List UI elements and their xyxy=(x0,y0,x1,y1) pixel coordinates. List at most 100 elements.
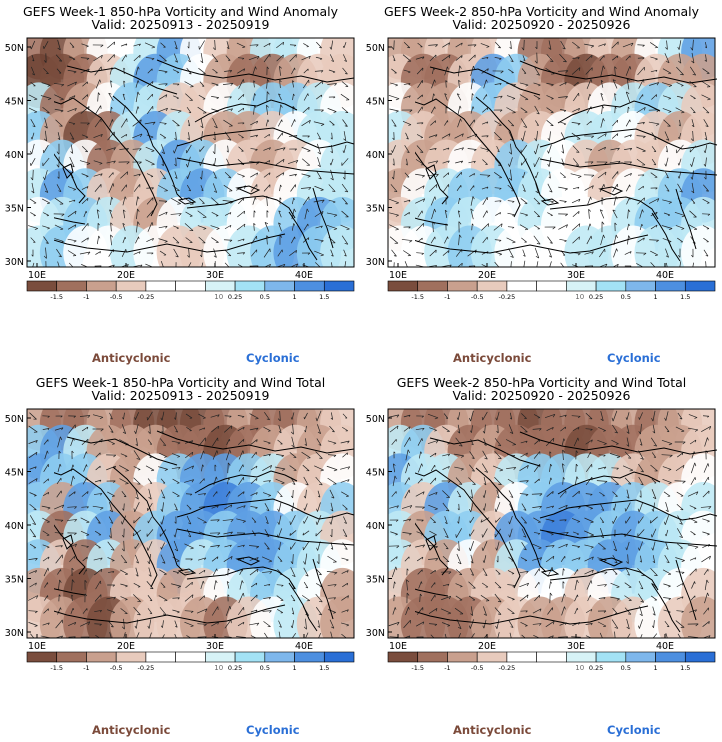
colorbar-scale-label: 10 xyxy=(575,293,584,301)
longitude-tick-label: 20E xyxy=(478,270,496,281)
colorbar-swatch xyxy=(595,280,627,292)
colorbar-swatch xyxy=(26,280,58,292)
longitude-tick-label: 10E xyxy=(28,641,46,652)
colorbar-swatch xyxy=(205,280,236,292)
latitude-tick-label: 30N xyxy=(5,257,24,268)
colorbar-tick-label: -1.5 xyxy=(50,293,63,301)
panel-title: GEFS Week-2 850-hPa Vorticity and Wind A… xyxy=(383,4,700,19)
colorbar-swatch xyxy=(115,651,147,663)
colorbar-swatch xyxy=(387,280,419,292)
vorticity-field xyxy=(27,38,354,267)
colorbar-tick-label: -0.25 xyxy=(498,293,515,301)
colorbar-tick-label: 0.25 xyxy=(589,664,603,672)
colorbar-tick-label: 1.5 xyxy=(680,664,690,672)
colorbar-tick-label: -0.5 xyxy=(110,664,123,672)
colorbar-swatch xyxy=(536,280,567,292)
longitude-tick-label: 30E xyxy=(567,641,585,652)
colorbar-swatch xyxy=(264,280,295,292)
longitude-tick-label: 20E xyxy=(117,270,135,281)
longitude-tick-label: 10E xyxy=(389,270,407,281)
colorbar-tick-label: -1 xyxy=(444,293,450,301)
longitude-tick-label: 40E xyxy=(295,641,313,652)
latitude-tick-label: 45N xyxy=(5,97,24,108)
colorbar-tick-label: -0.5 xyxy=(471,293,484,301)
colorbar-swatch xyxy=(145,651,176,663)
panel-week1-anomaly: GEFS Week-1 850-hPa Vorticity and Wind A… xyxy=(0,0,361,371)
cyclonic-label: Cyclonic xyxy=(246,351,300,365)
longitude-tick-label: 10E xyxy=(28,270,46,281)
colorbar-swatch xyxy=(625,651,656,663)
colorbar-swatch xyxy=(476,651,508,663)
colorbar-tick-label: 0.5 xyxy=(260,664,270,672)
latitude-tick-label: 30N xyxy=(5,628,24,639)
longitude-tick-label: 40E xyxy=(656,270,674,281)
colorbar-swatch xyxy=(566,651,597,663)
map-frame xyxy=(387,408,716,639)
wind-vectors xyxy=(388,39,711,267)
colorbar-swatch xyxy=(447,651,478,663)
coastlines xyxy=(54,430,355,632)
colorbar-swatch xyxy=(506,280,537,292)
colorbar-tick-label: 1 xyxy=(292,664,296,672)
colorbar-tick-label: -1 xyxy=(444,664,450,672)
colorbar: -1.5 -1 -0.5 -0.25 0.25 0.5 1 1.5 10 xyxy=(387,651,716,672)
vorticity-map: 50N 45N 40N 35N 30N 10E 20E 30E 40E -1.5 -1 -0.5 -0.… xyxy=(5,37,355,301)
colorbar-swatch xyxy=(684,280,716,292)
colorbar-tick-label: 0.5 xyxy=(260,293,270,301)
colorbar-tick-label: 1.5 xyxy=(319,293,329,301)
latitude-tick-label: 50N xyxy=(5,414,24,425)
longitude-tick-label: 30E xyxy=(206,270,224,281)
colorbar-scale-label: 10 xyxy=(214,664,223,672)
panel-week2-total: GEFS Week-2 850-hPa Vorticity and Wind T… xyxy=(361,371,722,742)
colorbar-swatch xyxy=(387,651,419,663)
latitude-tick-label: 40N xyxy=(5,521,24,532)
colorbar-tick-label: 0.5 xyxy=(621,293,631,301)
colorbar-scale-label: 10 xyxy=(214,293,223,301)
colorbar-tick-label: -1.5 xyxy=(411,664,424,672)
panel-title: GEFS Week-2 850-hPa Vorticity and Wind T… xyxy=(396,375,687,390)
colorbar: -1.5 -1 -0.5 -0.25 0.25 0.5 1 1.5 10 xyxy=(26,280,355,301)
colorbar-swatch xyxy=(506,651,537,663)
colorbar-tick-label: -0.25 xyxy=(137,293,154,301)
panel-title: GEFS Week-1 850-hPa Vorticity and Wind T… xyxy=(35,375,326,390)
colorbar-swatch xyxy=(595,651,627,663)
coastlines xyxy=(54,59,355,261)
cyclonic-label: Cyclonic xyxy=(607,723,661,737)
vorticity-map: 50N 45N 40N 35N 30N 10E 20E 30E 40E -1.5 -1 -0.5 -0.… xyxy=(5,408,355,672)
latitude-tick-label: 40N xyxy=(5,150,24,161)
colorbar-swatch xyxy=(56,651,87,663)
colorbar-swatch xyxy=(655,280,686,292)
vorticity-field xyxy=(388,409,715,638)
anticyclonic-label: Anticyclonic xyxy=(453,723,532,737)
longitude-tick-label: 40E xyxy=(656,641,674,652)
latitude-tick-label: 50N xyxy=(5,43,24,54)
colorbar-tick-label: 0.5 xyxy=(621,664,631,672)
vorticity-map: 50N 45N 40N 35N 30N 10E 20E 30E 40E -1.5 -1 -0.5 -0.… xyxy=(366,408,718,672)
coastlines xyxy=(415,60,718,262)
longitude-tick-label: 10E xyxy=(389,641,407,652)
colorbar: -1.5 -1 -0.5 -0.25 0.25 0.5 1 1.5 10 xyxy=(387,280,716,301)
colorbar-swatch xyxy=(476,280,508,292)
latitude-tick-label: 30N xyxy=(366,257,385,268)
colorbar-swatch xyxy=(294,651,325,663)
colorbar-swatch xyxy=(294,280,325,292)
colorbar: -1.5 -1 -0.5 -0.25 0.25 0.5 1 1.5 10 xyxy=(26,651,355,672)
colorbar-swatch xyxy=(684,651,716,663)
anticyclonic-label: Anticyclonic xyxy=(453,351,532,365)
colorbar-swatch xyxy=(536,651,567,663)
panel-valid-dates: Valid: 20250920 - 20250926 xyxy=(452,17,631,32)
colorbar-swatch xyxy=(625,280,656,292)
colorbar-swatch xyxy=(655,651,686,663)
panel-week2-anomaly: GEFS Week-2 850-hPa Vorticity and Wind A… xyxy=(361,0,722,371)
longitude-tick-label: 40E xyxy=(295,270,313,281)
colorbar-tick-label: 0.25 xyxy=(228,664,242,672)
colorbar-swatch xyxy=(234,651,266,663)
colorbar-tick-label: 0.25 xyxy=(228,293,242,301)
latitude-tick-label: 45N xyxy=(366,97,385,108)
latitude-tick-label: 35N xyxy=(366,204,385,215)
colorbar-swatch xyxy=(417,651,448,663)
colorbar-swatch xyxy=(234,280,266,292)
colorbar-tick-label: -0.25 xyxy=(498,664,515,672)
anticyclonic-label: Anticyclonic xyxy=(92,351,171,365)
colorbar-swatch xyxy=(264,651,295,663)
